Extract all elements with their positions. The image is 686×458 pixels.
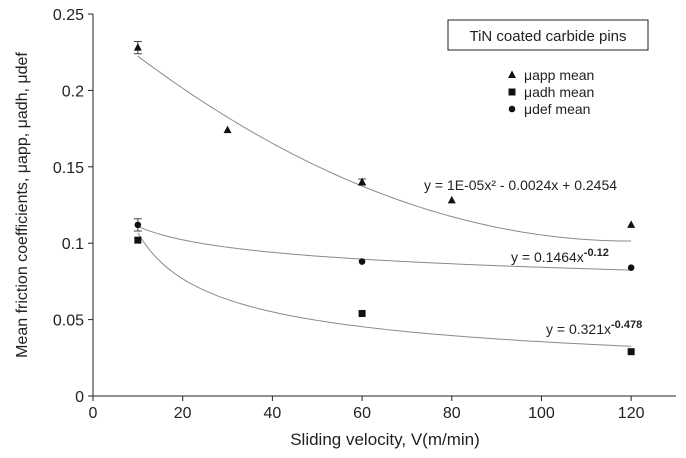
mu-def-point xyxy=(358,258,366,265)
mu-adh-legend-marker xyxy=(508,88,516,96)
data-markers xyxy=(133,43,636,356)
mu-adh-point xyxy=(134,236,142,244)
mu-def-equation: y = 0.1464x-0.12 xyxy=(511,247,609,265)
trendlines xyxy=(137,55,632,347)
x-tick-label: 60 xyxy=(353,405,371,422)
mu-adh-equation: y = 0.321x-0.478 xyxy=(546,319,642,337)
mu-def-legend-marker xyxy=(508,105,516,113)
mu-app-point xyxy=(358,177,367,186)
y-tick-label: 0.2 xyxy=(62,83,84,100)
x-tick-label: 0 xyxy=(89,405,98,422)
mu-def-point xyxy=(134,221,142,229)
x-ticks: 0 20 40 60 80 100 120 xyxy=(89,396,645,422)
mu-app-trendline xyxy=(137,55,632,242)
mu-app-point xyxy=(627,220,636,228)
annotation-box: TiN coated carbide pins xyxy=(447,19,649,51)
x-tick-label: 100 xyxy=(528,405,555,422)
mu-def-legend-label: μdef mean xyxy=(524,101,590,117)
y-tick-label: 0 xyxy=(75,389,84,406)
y-tick-label: 0.25 xyxy=(53,7,84,24)
error-bars xyxy=(133,41,367,232)
x-tick-label: 80 xyxy=(443,405,461,422)
mu-app-point xyxy=(447,195,456,204)
y-ticks: 0 0.05 0.1 0.15 0.2 0.25 xyxy=(53,7,93,406)
mu-app-equation: y = 1E-05x² - 0.0024x + 0.2454 xyxy=(424,177,617,193)
mu-adh-point xyxy=(358,309,366,317)
mu-app-point xyxy=(223,125,232,134)
mu-adh-legend-label: μadh mean xyxy=(524,84,594,100)
mu-app-legend-marker xyxy=(508,70,516,78)
x-tick-label: 40 xyxy=(263,405,281,422)
x-axis-label: Sliding velocity, V(m/min) xyxy=(290,430,480,449)
annotation-box-text: TiN coated carbide pins xyxy=(469,28,626,45)
mu-app-point xyxy=(133,43,142,51)
y-tick-label: 0.05 xyxy=(53,313,84,330)
mu-app-legend-label: μapp mean xyxy=(524,67,594,83)
mu-def-trendline xyxy=(137,225,632,271)
mu-adh-trendline xyxy=(137,232,632,347)
x-tick-label: 20 xyxy=(174,405,192,422)
y-tick-label: 0.1 xyxy=(62,236,84,253)
trendline-equations: y = 1E-05x² - 0.0024x + 0.2454 y = 0.321x… xyxy=(424,177,642,337)
y-axis-label: Mean friction coefficients, μapp, μadh, … xyxy=(14,52,31,358)
annotation-box-border xyxy=(447,19,649,51)
y-tick-label: 0.15 xyxy=(53,160,84,177)
mu-adh-point xyxy=(627,348,635,356)
mu-def-point xyxy=(627,264,635,271)
plot-frame xyxy=(92,14,676,397)
x-tick-label: 120 xyxy=(618,405,645,422)
